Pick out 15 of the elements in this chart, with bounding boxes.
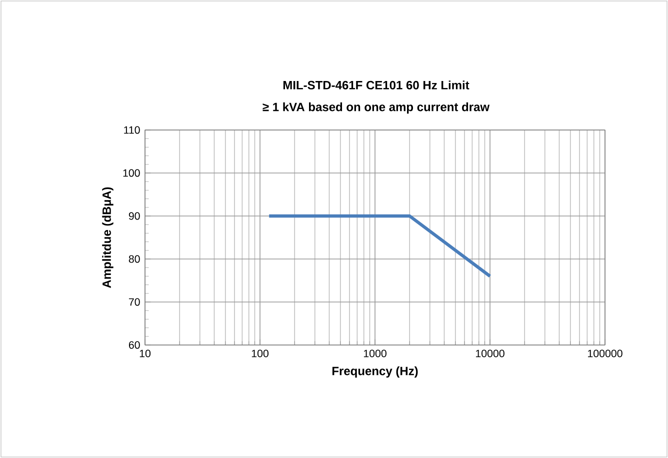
y-tick-label: 80 (128, 255, 140, 263)
y-tick-label: 100 (123, 169, 140, 177)
y-tick-label: 110 (124, 126, 140, 134)
x-tick-label: 1000 (364, 350, 386, 358)
chart-title: MIL-STD-461F CE101 60 Hz Limit (283, 80, 470, 90)
x-tick-label: 100 (252, 350, 268, 358)
x-axis-title: Frequency (Hz) (332, 366, 418, 378)
y-axis-title: Amplitdue (dBµA) (102, 187, 114, 288)
x-tick-label: 100000 (588, 350, 622, 358)
y-tick-label: 60 (128, 341, 140, 349)
x-tick-label: 10000 (476, 350, 504, 358)
x-tick-label: 10 (140, 350, 151, 358)
chart-subtitle: ≥ 1 kVA based on one amp current draw (262, 102, 490, 114)
y-tick-label: 70 (128, 298, 140, 306)
y-tick-label: 90 (128, 212, 140, 220)
